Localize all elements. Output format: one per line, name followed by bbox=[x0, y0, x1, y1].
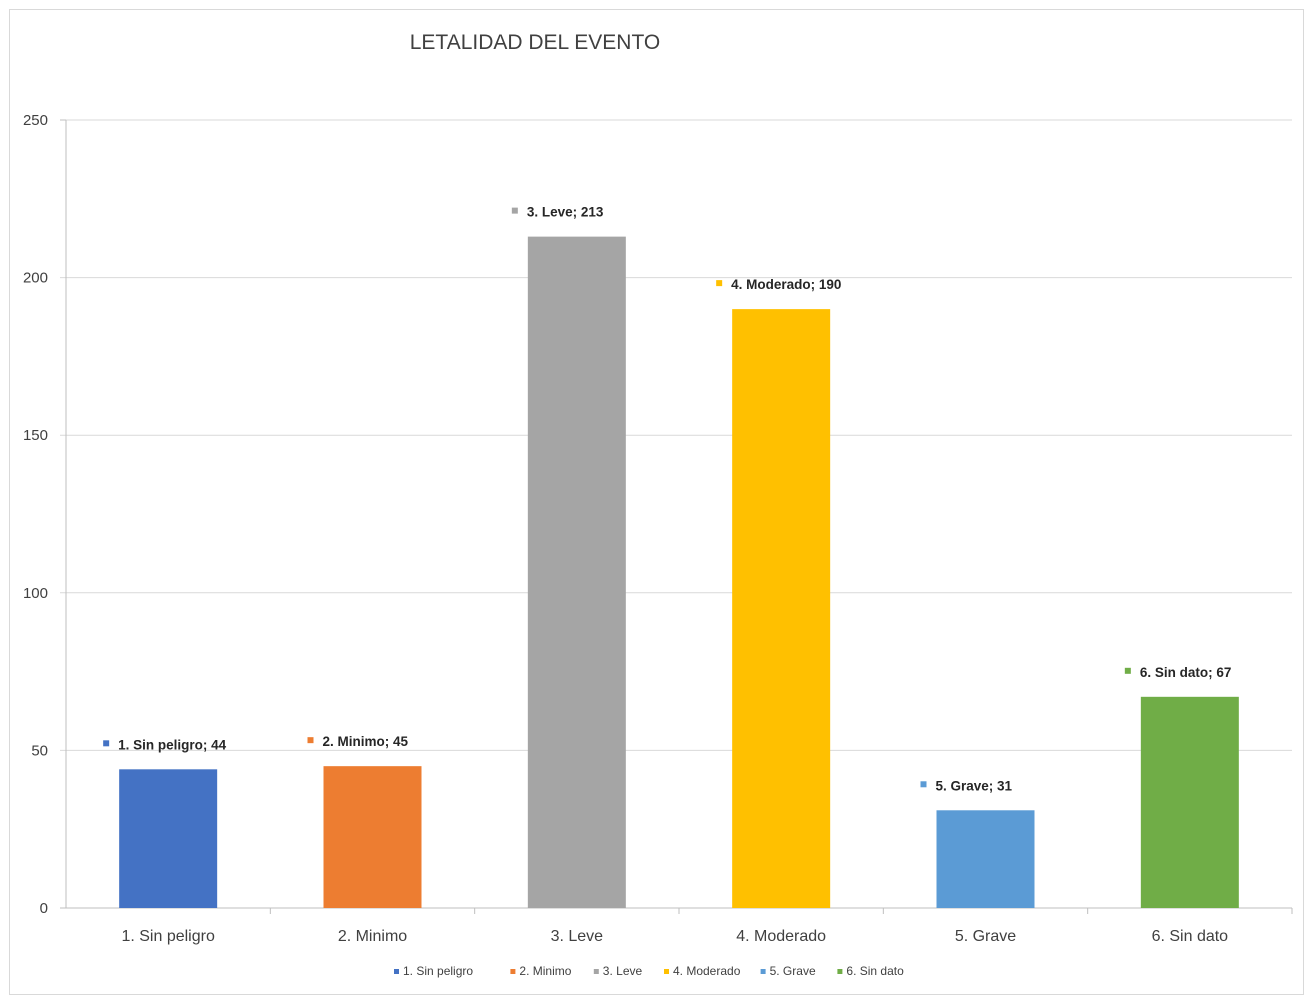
data-label-leve: 3. Leve; 213 bbox=[511, 205, 604, 220]
data-label-key-marker bbox=[307, 737, 314, 744]
legend-marker bbox=[837, 969, 843, 974]
legend-label: 3. Leve bbox=[603, 964, 643, 978]
data-label-text: 3. Leve; 213 bbox=[527, 205, 604, 220]
legend-label: 2. Minimo bbox=[519, 964, 571, 978]
bar-minimo bbox=[323, 766, 422, 908]
data-label-key-marker bbox=[103, 740, 110, 747]
data-label-minimo: 2. Minimo; 45 bbox=[307, 734, 409, 749]
data-label-text: 1. Sin peligro; 44 bbox=[118, 737, 227, 752]
y-tick-label: 200 bbox=[23, 270, 48, 287]
legend: 1. Sin peligro 2. Minimo 3. Leve 4. Moderad… bbox=[394, 964, 904, 978]
legend-item-grave: 5. Grave bbox=[760, 964, 816, 978]
legend-marker bbox=[664, 969, 669, 974]
legend-marker bbox=[510, 969, 516, 974]
y-axis-ticks: 0 50 100 150 200 250 bbox=[23, 112, 48, 917]
gridlines bbox=[60, 119, 1292, 909]
legend-item-leve: 3. Leve bbox=[593, 964, 643, 978]
data-label-sin-peligro: 1. Sin peligro; 44 bbox=[103, 737, 227, 752]
bar-leve bbox=[527, 236, 626, 908]
x-tick-label: 1. Sin peligro bbox=[121, 928, 214, 945]
chart-title: LETALIDAD DEL EVENTO bbox=[410, 31, 661, 54]
data-label-text: 4. Moderado; 190 bbox=[731, 277, 841, 292]
data-label-text: 6. Sin dato; 67 bbox=[1140, 665, 1232, 680]
legend-marker bbox=[394, 969, 399, 974]
bars bbox=[119, 236, 1239, 908]
data-label-key-marker bbox=[716, 280, 723, 287]
legend-label: 1. Sin peligro bbox=[403, 964, 473, 978]
x-tick-label: 4. Moderado bbox=[736, 928, 826, 945]
data-label-sin-dato: 6. Sin dato; 67 bbox=[1124, 665, 1232, 680]
y-tick-label: 150 bbox=[23, 427, 48, 444]
bar-sin-peligro bbox=[119, 769, 218, 908]
legend-item-sin-peligro: 1. Sin peligro bbox=[394, 964, 473, 978]
y-tick-label: 100 bbox=[23, 585, 48, 602]
legend-label: 5. Grave bbox=[770, 964, 816, 978]
data-label-text: 2. Minimo; 45 bbox=[323, 734, 409, 749]
legend-item-sin-dato: 6. Sin dato bbox=[837, 964, 904, 978]
data-label-key-marker bbox=[511, 207, 518, 214]
bar-sin-dato bbox=[1140, 696, 1239, 908]
legend-label: 4. Moderado bbox=[673, 964, 741, 978]
data-label-key-marker bbox=[1124, 667, 1131, 674]
x-axis-ticks: 1. Sin peligro 2. Minimo 3. Leve 4. Moderad… bbox=[121, 908, 1293, 945]
legend-marker bbox=[593, 969, 599, 974]
legend-item-moderado: 4. Moderado bbox=[664, 964, 741, 978]
chart-frame bbox=[9, 9, 1304, 995]
x-tick-label: 2. Minimo bbox=[338, 928, 407, 945]
y-tick-label: 0 bbox=[40, 900, 48, 917]
data-label-key-marker bbox=[920, 781, 927, 788]
y-tick-label: 50 bbox=[31, 742, 48, 759]
bar-grave bbox=[936, 810, 1035, 908]
legend-item-minimo: 2. Minimo bbox=[510, 964, 572, 978]
x-tick-label: 6. Sin dato bbox=[1152, 928, 1229, 945]
data-label-moderado: 4. Moderado; 190 bbox=[716, 277, 841, 292]
data-label-text: 5. Grave; 31 bbox=[936, 778, 1013, 793]
legend-label: 6. Sin dato bbox=[846, 964, 904, 978]
x-tick-label: 3. Leve bbox=[551, 928, 604, 945]
x-tick-label: 5. Grave bbox=[955, 928, 1016, 945]
bar-moderado bbox=[732, 309, 831, 908]
y-tick-label: 250 bbox=[23, 112, 48, 129]
data-label-grave: 5. Grave; 31 bbox=[920, 778, 1013, 793]
data-labels: 1. Sin peligro; 44 2. Minimo; 45 3. Leve; … bbox=[103, 205, 1232, 793]
legend-marker bbox=[760, 969, 766, 974]
